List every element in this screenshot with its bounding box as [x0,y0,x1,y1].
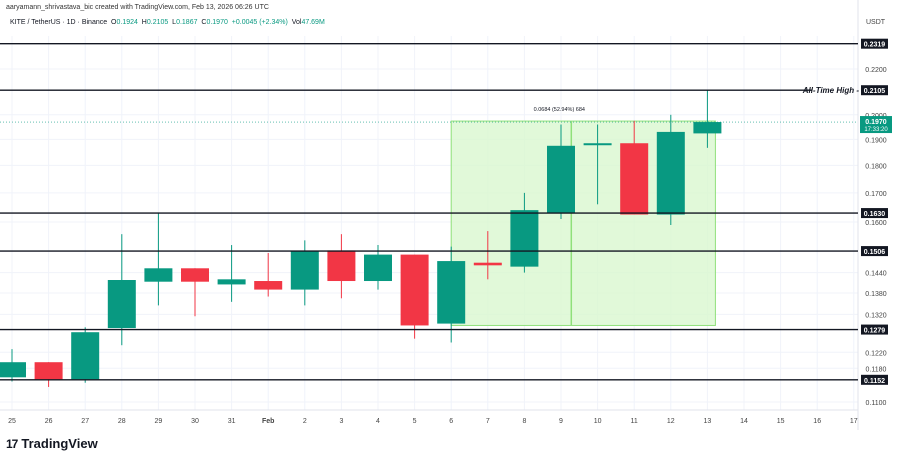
candle-body[interactable] [144,268,173,282]
price-axis-label: 0.1320 [865,312,887,319]
high-label: H [141,19,147,26]
time-axis-label: 10 [594,418,602,425]
candle-body[interactable] [0,362,26,378]
time-axis-label: 2 [303,418,307,425]
low-value: 0.1867 [176,19,198,26]
price-axis-label: 0.1100 [866,400,887,407]
candle-body[interactable] [693,122,722,134]
price-axis-label: 0.1800 [865,163,887,170]
candle-body[interactable] [327,250,356,282]
candle-body[interactable] [364,254,392,282]
time-axis-label: 7 [486,418,490,425]
open-value: 0.1924 [116,19,138,26]
time-axis-label: 25 [8,418,16,425]
price-level-tag-text: 0.2319 [864,42,886,49]
time-axis-label: 17 [850,418,858,425]
time-axis-label: 4 [376,418,380,425]
currency-label[interactable]: USDT [866,19,886,26]
time-axis-label: 11 [631,418,638,425]
close-value: 0.1970 [206,19,228,26]
price-level-tag [861,246,888,257]
symbol-name[interactable]: KITE / TetherUS · 1D · Binance [10,19,108,26]
chart-credit: aaryamann_shrivastava_bic created with T… [6,4,269,11]
price-axis-label: 0.2200 [865,67,887,74]
time-axis-label: 12 [667,418,675,425]
current-price-tag [860,116,892,134]
price-level-tag [861,374,888,385]
open-label: O [111,19,117,26]
price-axis-label: 0.1440 [865,271,887,278]
candle-body[interactable] [583,143,612,146]
price-level-tag [861,208,888,219]
candle-body[interactable] [473,262,502,266]
high-value: 0.2105 [146,19,169,26]
candle-body[interactable] [254,281,283,290]
tradingview-logo[interactable]: 17 TradingView [6,436,98,451]
candle-body[interactable] [107,280,136,329]
candle-body[interactable] [437,261,466,324]
price-axis-label: 0.1700 [865,191,887,198]
time-axis-label: 27 [81,418,89,425]
time-axis-label: 29 [155,418,163,425]
price-level-tag-text: 0.1630 [864,211,886,218]
price-level-tag [861,85,888,96]
price-axis-label: 0.1380 [865,291,887,298]
price-level-tag [861,324,888,335]
time-axis-label: 14 [740,418,748,425]
current-price-value: 0.1970 [865,119,887,126]
time-axis-label: 16 [813,418,821,425]
candle-body[interactable] [656,131,685,215]
tradingview-logo-text: TradingView [21,436,98,451]
price-axis-label: 0.1900 [865,137,887,144]
time-axis-label: 31 [228,418,236,425]
price-level-tag-text: 0.1152 [864,378,885,385]
measure-label: 0.0684 (52.94%) 684 [534,107,585,113]
candle-body[interactable] [620,143,649,215]
time-axis-label: 30 [191,418,199,425]
time-axis-label: 28 [118,418,126,425]
time-axis-label: 26 [45,418,53,425]
tradingview-logo-icon: 17 [6,436,18,451]
symbol-legend: KITE / TetherUS · 1D · Binance O0.1924 H… [10,19,325,26]
time-axis-label: 9 [559,418,563,425]
candle-body[interactable] [510,210,539,267]
change-value: +0.0045 (+2.34%) [231,19,288,26]
all-time-high-label: All-Time High - [802,86,860,95]
candle-body[interactable] [217,279,246,285]
candle-body[interactable] [34,362,63,380]
candle-body[interactable] [290,251,319,290]
time-axis-label: 3 [339,418,343,425]
price-level-tag-text: 0.1506 [864,249,886,256]
price-level-tag-text: 0.2105 [864,88,886,95]
low-label: L [172,19,177,26]
countdown-timer: 17:33:20 [864,127,888,133]
volume-value: 47.69M [301,19,325,26]
time-axis-label: 8 [522,418,526,425]
time-axis-label: 15 [777,418,785,425]
candle-body[interactable] [547,145,575,214]
volume-label: Vol [291,19,302,26]
price-axis-label: 0.1180 [866,366,887,373]
price-level-tag [861,38,888,49]
price-axis-label: 0.1600 [865,220,887,227]
time-axis-label: 5 [413,418,417,425]
candle-body[interactable] [181,268,209,282]
price-axis-label: 0.1220 [865,350,887,357]
price-level-tag-text: 0.1279 [864,328,886,335]
time-axis-label: 13 [704,418,712,425]
close-label: C [201,19,207,26]
candle-body[interactable] [71,332,100,380]
candle-body[interactable] [400,254,429,326]
time-axis-label: 6 [449,418,453,425]
time-axis-label: Feb [262,418,274,425]
